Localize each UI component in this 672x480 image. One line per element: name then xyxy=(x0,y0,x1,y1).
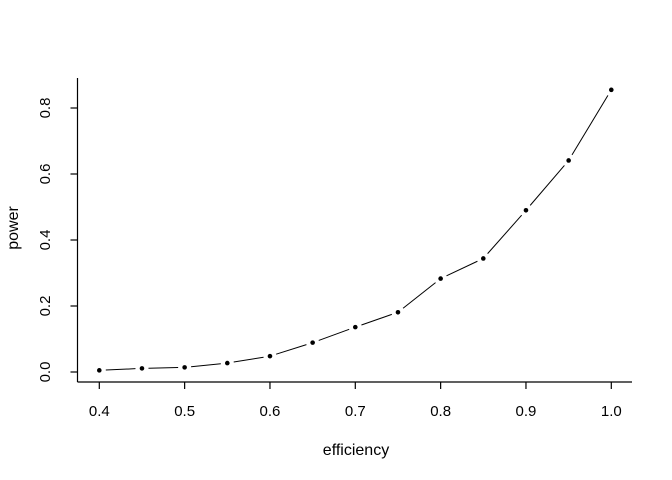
x-axis-title: efficiency xyxy=(323,442,389,459)
x-tick-label: 0.9 xyxy=(516,403,537,420)
series-segment xyxy=(402,282,436,309)
y-tick-label: 0.4 xyxy=(37,230,54,251)
data-point xyxy=(139,366,145,371)
data-point xyxy=(566,158,571,163)
data-point xyxy=(609,87,614,93)
series-segment xyxy=(233,356,264,363)
data-point xyxy=(97,368,102,373)
y-tick-label: 0.2 xyxy=(37,296,54,317)
plot-axes: 0.4 0.5 0.6 0.7 0.8 0.9 1.0 0.0 0.2 0.4 0.6 0.8 xyxy=(37,78,632,420)
x-tick-label: 0.4 xyxy=(89,403,110,420)
x-tick-label: 0.5 xyxy=(174,403,195,420)
series-segment xyxy=(446,260,478,277)
data-point xyxy=(182,365,187,370)
series-segment xyxy=(318,328,350,341)
x-tick-label: 1.0 xyxy=(601,403,622,420)
data-point xyxy=(225,360,230,366)
x-tick-label: 0.6 xyxy=(260,403,281,420)
series-segment xyxy=(487,214,523,254)
data-point xyxy=(438,276,443,281)
data-point xyxy=(310,340,315,345)
series-segment xyxy=(191,363,221,368)
x-tick-label: 0.8 xyxy=(430,403,451,420)
series-segment xyxy=(571,95,609,156)
y-axis-title: power xyxy=(5,206,22,250)
y-tick-label: 0.8 xyxy=(37,98,54,119)
series-segment xyxy=(361,313,392,326)
y-tick-label: 0.6 xyxy=(37,164,54,185)
data-point xyxy=(267,353,273,359)
data-point xyxy=(481,256,486,261)
series-segment xyxy=(529,165,565,206)
data-point xyxy=(523,208,529,213)
series-segment xyxy=(148,367,179,369)
data-point xyxy=(353,324,358,330)
series-segment xyxy=(276,344,307,355)
plot-series xyxy=(97,87,614,373)
data-point xyxy=(395,309,401,315)
y-tick-label: 0.0 xyxy=(37,362,54,383)
series-segment xyxy=(105,368,136,371)
x-tick-label: 0.7 xyxy=(345,403,366,420)
